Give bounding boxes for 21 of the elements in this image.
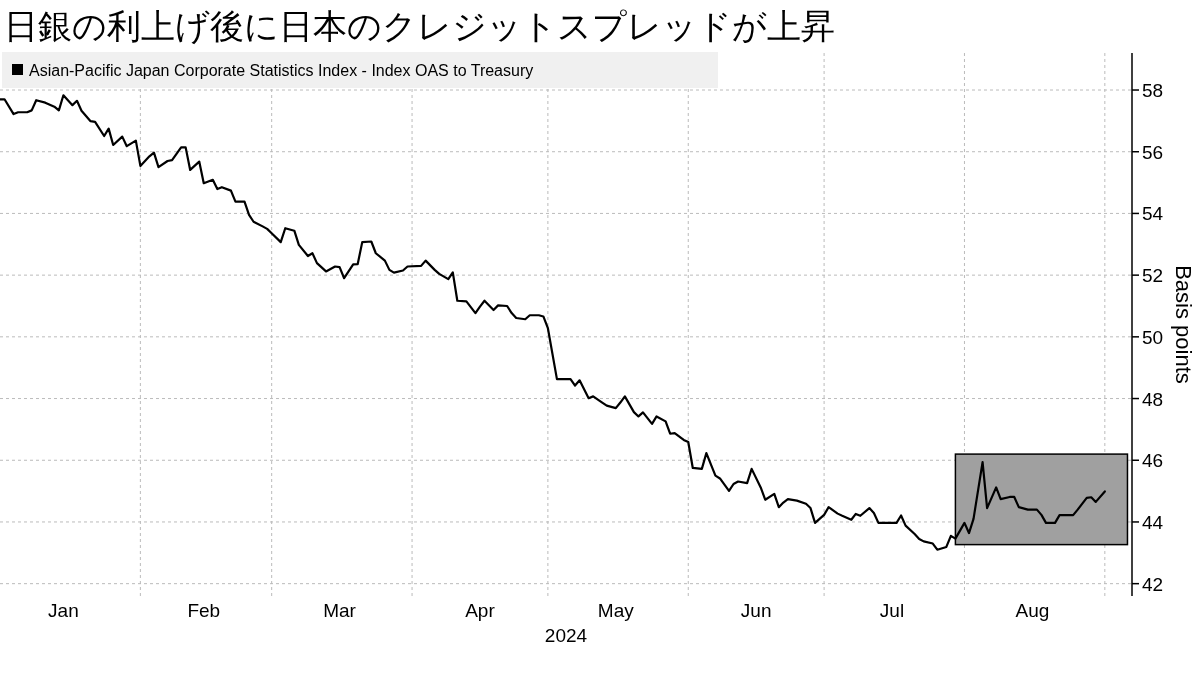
y-tick-label: 54 xyxy=(1142,203,1164,225)
x-tick-label: Mar xyxy=(323,600,357,621)
x-tick-label: Jul xyxy=(879,600,905,621)
x-tick-label: May xyxy=(597,600,635,621)
y-tick-label: 56 xyxy=(1142,141,1164,163)
legend-label: Asian-Pacific Japan Corporate Statistics Index - Index OAS to Treasury xyxy=(29,62,534,79)
y-tick-label: 52 xyxy=(1142,265,1164,287)
y-tick-label: 46 xyxy=(1142,450,1164,472)
chart-title: 日銀の利上げ後に日本のクレジットスプレッドが上昇 xyxy=(4,6,835,46)
y-tick-label: 48 xyxy=(1142,388,1164,410)
y-tick-label: 58 xyxy=(1142,80,1164,102)
y-tick-label: 44 xyxy=(1142,511,1164,533)
x-tick-label: Jan xyxy=(48,600,79,621)
y-axis-title: Basis points xyxy=(1171,265,1196,384)
x-tick-label: Apr xyxy=(465,600,496,621)
x-axis-title: 2024 xyxy=(544,625,588,646)
x-tick-label: Jun xyxy=(740,600,772,621)
x-tick-label: Aug xyxy=(1015,600,1050,621)
x-tick-label: Feb xyxy=(187,600,221,621)
y-tick-label: 42 xyxy=(1142,573,1164,595)
y-tick-label: 50 xyxy=(1142,326,1164,348)
